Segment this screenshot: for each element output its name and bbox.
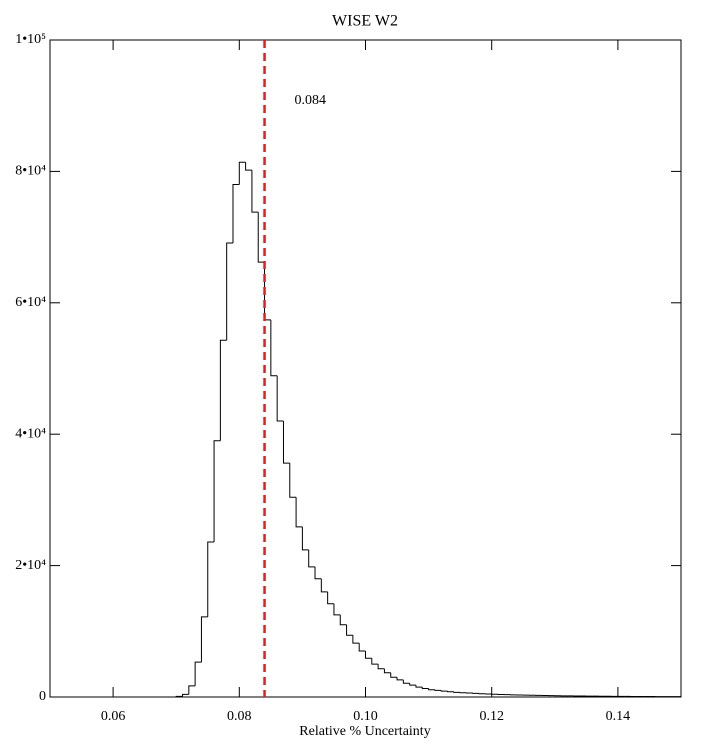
histogram-step — [429, 688, 435, 689]
histogram-step — [277, 376, 283, 421]
histogram-step — [201, 617, 207, 662]
histogram-step — [315, 567, 321, 579]
x-tick-label: 0.08 — [227, 709, 252, 724]
histogram-step — [422, 687, 428, 688]
reference-label: 0.084 — [295, 93, 327, 108]
histogram-step — [384, 669, 390, 673]
histogram-step — [214, 441, 220, 542]
histogram-step — [239, 162, 245, 184]
histogram-step — [391, 673, 397, 678]
histogram-step — [353, 635, 359, 643]
x-tick-label: 0.14 — [606, 709, 631, 724]
x-tick-label: 0.12 — [479, 709, 504, 724]
y-tick-label: 8•10⁴ — [15, 164, 46, 179]
histogram-step — [366, 651, 372, 658]
y-tick-label: 2•10⁴ — [15, 558, 46, 573]
histogram-step — [271, 320, 277, 376]
histogram-step — [309, 550, 315, 567]
histogram-step — [378, 664, 384, 669]
histogram-step — [347, 625, 353, 636]
histogram-step — [403, 680, 409, 683]
histogram-step — [410, 683, 416, 685]
histogram-step — [195, 662, 201, 686]
chart-title: WISE W2 — [332, 13, 398, 30]
histogram-step — [334, 604, 340, 615]
histogram-step — [208, 542, 214, 617]
y-tick-label: 0 — [39, 689, 46, 704]
histogram-step — [441, 690, 447, 691]
histogram-step — [328, 592, 334, 604]
y-tick-label: 1•10⁵ — [15, 32, 46, 47]
histogram-step — [296, 497, 302, 527]
x-axis-label: Relative % Uncertainty — [299, 724, 430, 739]
y-tick-label: 6•10⁴ — [15, 295, 46, 310]
histogram-step — [372, 658, 378, 664]
x-tick-label: 0.10 — [353, 709, 378, 724]
histogram-step — [321, 579, 327, 592]
histogram-step — [340, 615, 346, 625]
histogram-step — [183, 694, 189, 696]
histogram-step — [189, 686, 195, 695]
histogram-step — [227, 243, 233, 340]
histogram-step — [302, 527, 308, 550]
x-tick-label: 0.06 — [101, 709, 126, 724]
histogram-step — [359, 643, 365, 651]
histogram-step — [416, 685, 422, 687]
histogram-step — [397, 677, 403, 680]
y-tick-label: 4•10⁴ — [15, 426, 46, 441]
histogram-step — [220, 340, 226, 441]
histogram-step — [252, 170, 258, 212]
histogram-step — [454, 692, 460, 693]
histogram-step — [448, 691, 454, 692]
plot-frame — [50, 40, 681, 697]
histogram-step — [290, 463, 296, 497]
histogram-step — [283, 421, 289, 463]
histogram-step — [233, 185, 239, 243]
histogram-step — [435, 690, 441, 691]
histogram-step — [246, 162, 252, 170]
